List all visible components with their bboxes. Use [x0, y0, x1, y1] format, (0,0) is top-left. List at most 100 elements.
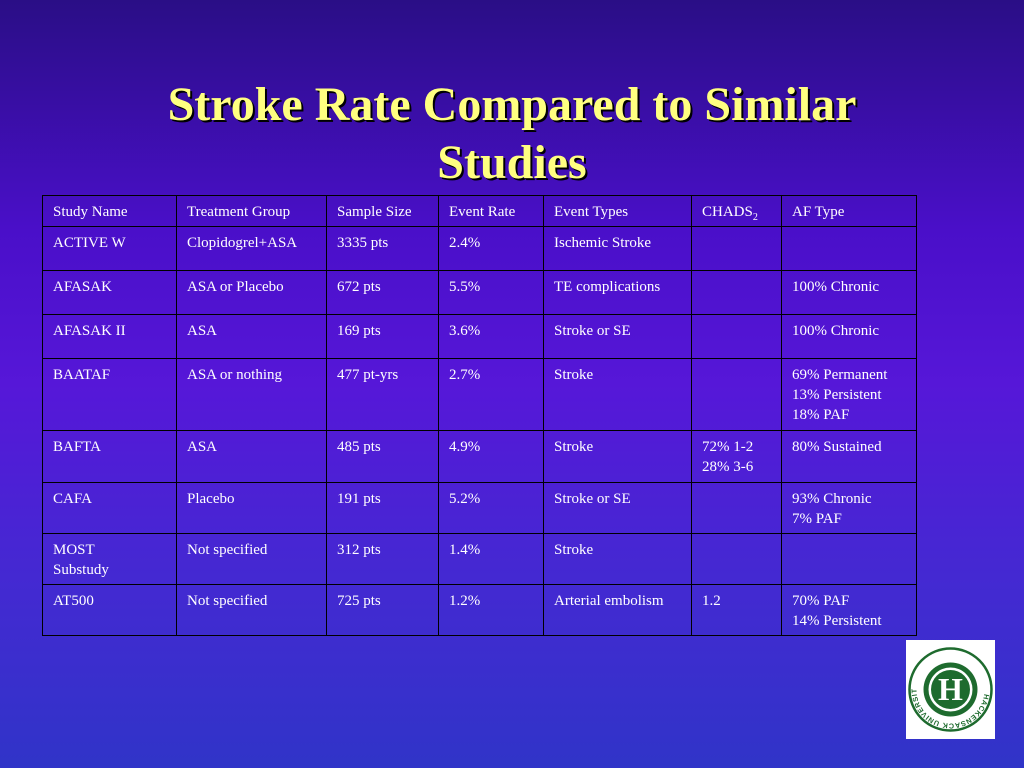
- cell-event-rate: 2.7%: [438, 358, 544, 431]
- cell-chads: [691, 314, 782, 359]
- cell-treatment-group: Not specified: [176, 584, 327, 636]
- cell-line: BAATAF: [53, 367, 111, 383]
- cell-study-name: ACTIVE W: [42, 226, 177, 271]
- header-sample-size: Sample Size: [326, 195, 439, 227]
- cell-event-types: TE complications: [543, 270, 692, 315]
- cell-sample-size: 312 pts: [326, 533, 439, 585]
- cell-sample-size: 477 pt-yrs: [326, 358, 439, 431]
- table-row: CAFA Placebo 191 pts 5.2% Stroke or SE 93% Ch…: [42, 482, 917, 534]
- cell-chads: [691, 358, 782, 431]
- cell-sample-size: 3335 pts: [326, 226, 439, 271]
- header-treatment-group: Treatment Group: [176, 195, 327, 227]
- cell-line: 72% 1-2: [702, 439, 754, 455]
- slide-title-line-2: Studies: [437, 136, 587, 189]
- cell-treatment-group: ASA: [176, 430, 327, 483]
- cell-chads: [691, 482, 782, 534]
- cell-chads: [691, 533, 782, 585]
- cell-chads: [691, 270, 782, 315]
- cell-line: BAFTA: [53, 439, 101, 455]
- cell-event-types: Stroke: [543, 430, 692, 483]
- header-event-types: Event Types: [543, 195, 692, 227]
- cell-study-name: BAFTA: [42, 430, 177, 483]
- cell-event-types: Arterial embolism: [543, 584, 692, 636]
- cell-study-name: AFASAK: [42, 270, 177, 315]
- cell-line: 1.2: [702, 593, 721, 609]
- cell-line: 28% 3-6: [702, 459, 754, 475]
- table-row: AFASAK ASA or Placebo 672 pts 5.5% TE compli…: [42, 270, 917, 315]
- cell-line: 69% Permanent: [792, 367, 888, 383]
- header-chads: CHADS2: [691, 195, 782, 227]
- cell-event-rate: 5.5%: [438, 270, 544, 315]
- logo-letter: H: [938, 671, 963, 707]
- cell-line: 18% PAF: [792, 407, 850, 423]
- cell-treatment-group: ASA or Placebo: [176, 270, 327, 315]
- hackensack-logo-icon: H HACKENSACK UNIVERSITY MEDICAL CENTER: [903, 633, 993, 732]
- cell-line: 100% Chronic: [792, 323, 880, 339]
- cell-event-types: Ischemic Stroke: [543, 226, 692, 271]
- cell-sample-size: 672 pts: [326, 270, 439, 315]
- cell-sample-size: 169 pts: [326, 314, 439, 359]
- cell-study-name: MOST Substudy: [42, 533, 177, 585]
- cell-af-type: 70% PAF 14% Persistent: [781, 584, 917, 636]
- cell-event-types: Stroke: [543, 533, 692, 585]
- table-header-row: Study Name Treatment Group Sample Size E…: [42, 195, 917, 227]
- cell-event-rate: 5.2%: [438, 482, 544, 534]
- cell-line: 13% Persistent: [792, 387, 882, 403]
- cell-line: Substudy: [53, 562, 109, 578]
- cell-line: 14% Persistent: [792, 613, 882, 629]
- cell-study-name: CAFA: [42, 482, 177, 534]
- cell-treatment-group: Not specified: [176, 533, 327, 585]
- cell-line: 93% Chronic: [792, 491, 872, 507]
- cell-event-types: Stroke or SE: [543, 482, 692, 534]
- cell-sample-size: 725 pts: [326, 584, 439, 636]
- header-study-name: Study Name: [42, 195, 177, 227]
- cell-line: ACTIVE W: [53, 235, 126, 251]
- cell-sample-size: 485 pts: [326, 430, 439, 483]
- cell-event-rate: 2.4%: [438, 226, 544, 271]
- table-row: AFASAK II ASA 169 pts 3.6% Stroke or SE 100% …: [42, 314, 917, 359]
- cell-af-type: [781, 533, 917, 585]
- hackensack-logo: H HACKENSACK UNIVERSITY MEDICAL CENTER: [903, 633, 995, 739]
- table-row: AT500 Not specified 725 pts 1.2% Arterial em…: [42, 584, 917, 636]
- slide-title: Stroke Rate Compared to Similar Studies: [0, 76, 1024, 192]
- cell-line: CAFA: [53, 491, 92, 507]
- cell-line: 80% Sustained: [792, 439, 882, 455]
- cell-af-type: 100% Chronic: [781, 314, 917, 359]
- table-row: BAFTA ASA 485 pts 4.9% Stroke 72% 1-2 28% 3-6 8…: [42, 430, 917, 483]
- table-row: BAATAF ASA or nothing 477 pt-yrs 2.7% Stroke…: [42, 358, 917, 431]
- cell-line: 100% Chronic: [792, 279, 880, 295]
- cell-event-rate: 3.6%: [438, 314, 544, 359]
- cell-chads: 1.2: [691, 584, 782, 636]
- cell-line: 7% PAF: [792, 511, 842, 527]
- slide-title-line-1: Stroke Rate Compared to Similar: [167, 78, 857, 131]
- cell-line: MOST: [53, 542, 95, 558]
- cell-sample-size: 191 pts: [326, 482, 439, 534]
- cell-af-type: [781, 226, 917, 271]
- cell-af-type: 93% Chronic 7% PAF: [781, 482, 917, 534]
- cell-treatment-group: ASA: [176, 314, 327, 359]
- header-af-type: AF Type: [781, 195, 917, 227]
- cell-event-rate: 4.9%: [438, 430, 544, 483]
- cell-line: AFASAK II: [53, 323, 126, 339]
- cell-af-type: 100% Chronic: [781, 270, 917, 315]
- header-chads-label: CHADS: [702, 204, 753, 220]
- cell-af-type: 69% Permanent 13% Persistent 18% PAF: [781, 358, 917, 431]
- cell-study-name: BAATAF: [42, 358, 177, 431]
- cell-event-rate: 1.2%: [438, 584, 544, 636]
- cell-study-name: AFASAK II: [42, 314, 177, 359]
- cell-treatment-group: Placebo: [176, 482, 327, 534]
- cell-event-rate: 1.4%: [438, 533, 544, 585]
- cell-line: AFASAK: [53, 279, 112, 295]
- cell-treatment-group: ASA or nothing: [176, 358, 327, 431]
- cell-af-type: 80% Sustained: [781, 430, 917, 483]
- header-chads-subscript: 2: [752, 212, 758, 223]
- cell-event-types: Stroke or SE: [543, 314, 692, 359]
- cell-event-types: Stroke: [543, 358, 692, 431]
- cell-line: AT500: [53, 593, 94, 609]
- cell-line: 70% PAF: [792, 593, 850, 609]
- table-body: ACTIVE W Clopidogrel+ASA 3335 pts 2.4% Ische…: [42, 226, 917, 636]
- cell-study-name: AT500: [42, 584, 177, 636]
- header-event-rate: Event Rate: [438, 195, 544, 227]
- cell-treatment-group: Clopidogrel+ASA: [176, 226, 327, 271]
- table-row: MOST Substudy Not specified 312 pts 1.4% Stro…: [42, 533, 917, 585]
